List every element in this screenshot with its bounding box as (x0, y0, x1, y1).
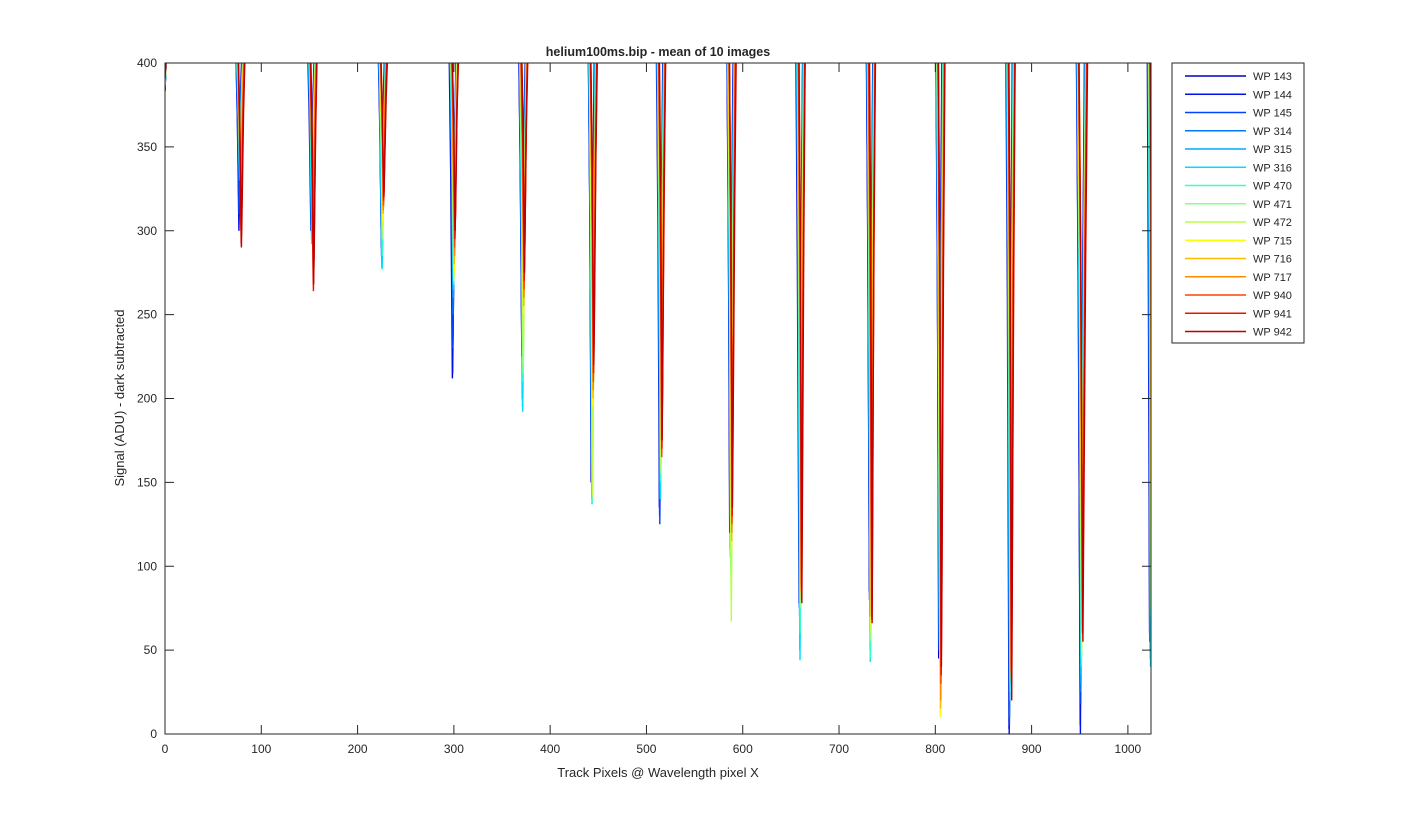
x-tick-label: 400 (540, 742, 560, 756)
y-tick-label: 0 (150, 727, 157, 741)
x-tick-label: 1000 (1115, 742, 1142, 756)
legend-label: WP 942 (1253, 327, 1292, 339)
x-tick-label: 0 (162, 742, 169, 756)
legend-label: WP 470 (1253, 181, 1292, 193)
y-tick-label: 400 (137, 56, 157, 70)
x-tick-label: 700 (829, 742, 849, 756)
y-axis: 0 50 100 150 200 250 300 350 400 (137, 56, 1151, 741)
y-tick-label: 150 (137, 475, 157, 489)
y-tick-label: 50 (144, 643, 158, 657)
x-tick-label: 900 (1022, 742, 1042, 756)
y-tick-label: 100 (137, 559, 157, 573)
legend-label: WP 472 (1253, 217, 1292, 229)
x-tick-label: 800 (925, 742, 945, 756)
series-layer (165, 63, 1151, 734)
y-tick-label: 250 (137, 308, 157, 322)
legend-label: WP 144 (1253, 89, 1292, 101)
legend-label: WP 315 (1253, 144, 1292, 156)
x-tick-label: 200 (348, 742, 368, 756)
series-line-wp-942 (165, 63, 1151, 701)
legend-label: WP 940 (1253, 290, 1292, 302)
legend-label: WP 716 (1253, 254, 1292, 266)
x-tick-label: 100 (251, 742, 271, 756)
y-axis-title: Signal (ADU) - dark subtracted (112, 309, 127, 486)
legend-label: WP 717 (1253, 272, 1292, 284)
legend-label: WP 715 (1253, 235, 1292, 247)
x-axis: 0 100 200 300 400 500 600 700 800 900 1000 (162, 63, 1142, 756)
legend-label: WP 314 (1253, 126, 1292, 138)
legend-label: WP 471 (1253, 199, 1292, 211)
y-tick-label: 300 (137, 224, 157, 238)
legend-label: WP 145 (1253, 108, 1292, 120)
y-tick-label: 350 (137, 140, 157, 154)
x-tick-label: 500 (636, 742, 656, 756)
x-tick-label: 300 (444, 742, 464, 756)
legend-label: WP 316 (1253, 162, 1292, 174)
legend-label: WP 143 (1253, 71, 1292, 83)
y-tick-label: 200 (137, 392, 157, 406)
x-axis-title: Track Pixels @ Wavelength pixel X (557, 765, 759, 780)
legend-label: WP 941 (1253, 308, 1292, 320)
chart-title: helium100ms.bip - mean of 10 images (546, 45, 770, 59)
legend: WP 143 WP 144 WP 145 WP 314 WP 315 WP 316 WP 4… (1171, 62, 1305, 344)
x-tick-label: 600 (733, 742, 753, 756)
